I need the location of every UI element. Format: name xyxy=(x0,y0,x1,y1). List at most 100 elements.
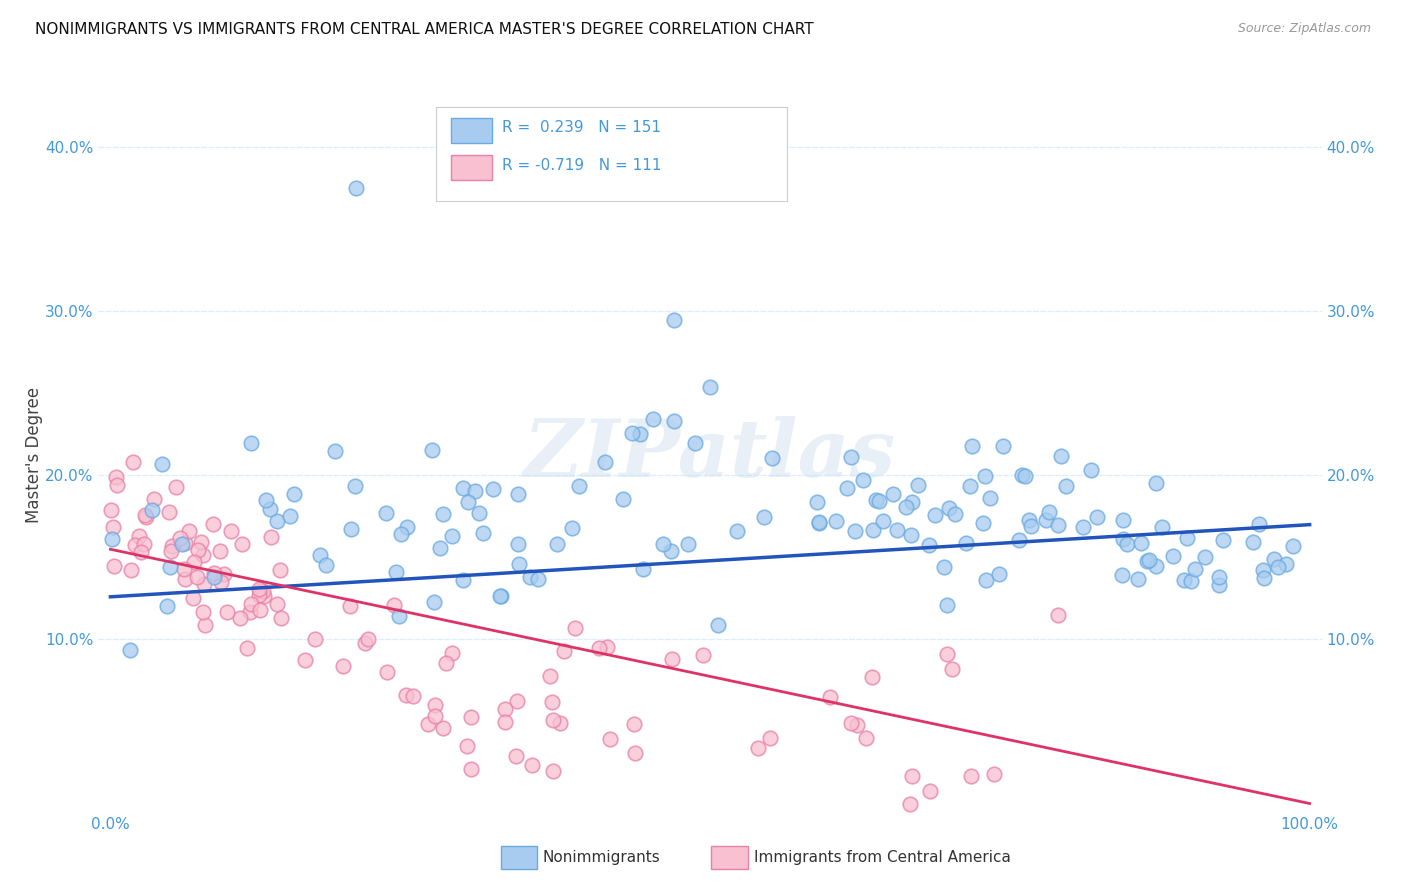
Point xyxy=(236,641,259,656)
Point xyxy=(179,524,201,538)
Point xyxy=(105,470,128,484)
Text: Source: ZipAtlas.com: Source: ZipAtlas.com xyxy=(1237,22,1371,36)
Point xyxy=(900,797,922,811)
Point xyxy=(920,784,942,798)
Point xyxy=(494,715,516,730)
Point xyxy=(252,583,274,598)
Point xyxy=(1112,513,1135,527)
Point xyxy=(209,575,232,590)
Point xyxy=(747,741,769,756)
Point xyxy=(432,507,454,521)
Point xyxy=(1011,467,1033,482)
Point xyxy=(752,509,775,524)
Point xyxy=(894,500,917,515)
Point xyxy=(219,524,242,539)
Point xyxy=(872,515,894,529)
Point xyxy=(375,665,398,680)
Point xyxy=(464,483,486,498)
Point xyxy=(692,648,714,662)
Point xyxy=(489,590,512,604)
Point xyxy=(124,538,146,552)
Point xyxy=(1136,554,1159,568)
Point xyxy=(425,698,447,712)
Point xyxy=(508,537,530,551)
Point xyxy=(323,443,346,458)
Point xyxy=(839,715,862,730)
Point xyxy=(270,611,292,625)
Point xyxy=(918,538,941,552)
Point xyxy=(181,591,204,605)
Point xyxy=(808,516,831,530)
Point xyxy=(208,544,231,558)
Point xyxy=(1184,561,1206,575)
Point xyxy=(1241,534,1264,549)
Y-axis label: Master's Degree: Master's Degree xyxy=(25,387,44,523)
Point xyxy=(1194,549,1216,564)
Point xyxy=(191,605,214,619)
Point xyxy=(395,688,418,702)
Point xyxy=(100,532,122,546)
Point xyxy=(169,531,191,545)
Point xyxy=(907,478,929,492)
Point xyxy=(818,690,841,704)
Point xyxy=(924,508,946,523)
Point xyxy=(612,491,634,506)
Point xyxy=(160,539,183,553)
Point xyxy=(972,516,994,531)
Point xyxy=(420,442,443,457)
Point xyxy=(1046,607,1069,622)
Point xyxy=(278,508,301,523)
Point xyxy=(1137,553,1160,567)
Point xyxy=(1253,571,1275,585)
Point xyxy=(1038,505,1060,519)
Point xyxy=(165,480,187,494)
Point xyxy=(943,508,966,522)
Point xyxy=(1177,532,1199,546)
Point xyxy=(374,506,396,520)
Point xyxy=(1208,578,1230,592)
Point xyxy=(664,414,686,428)
Point xyxy=(460,763,482,777)
Point xyxy=(429,541,451,555)
Point xyxy=(202,566,225,580)
Point xyxy=(1249,516,1271,531)
Point xyxy=(661,652,683,666)
Point xyxy=(201,517,224,532)
Point xyxy=(725,524,748,539)
Point xyxy=(505,748,527,763)
Point xyxy=(759,731,782,745)
Point xyxy=(1111,567,1133,582)
Point xyxy=(103,559,125,574)
Point xyxy=(193,576,215,591)
Point xyxy=(172,537,194,551)
Point xyxy=(540,695,562,709)
Point xyxy=(541,713,564,727)
Point xyxy=(122,455,145,469)
Point xyxy=(1112,532,1135,546)
Point xyxy=(1150,520,1173,534)
Point xyxy=(546,537,568,551)
Point xyxy=(1126,573,1149,587)
Point xyxy=(173,572,195,586)
Point xyxy=(1263,552,1285,566)
Point xyxy=(382,598,405,612)
Point xyxy=(118,643,141,657)
Point xyxy=(103,520,125,534)
Point xyxy=(806,494,828,508)
Point xyxy=(623,716,645,731)
Point xyxy=(194,617,217,632)
Point xyxy=(901,495,924,509)
Point xyxy=(960,769,983,783)
Point xyxy=(685,435,707,450)
Point xyxy=(1163,549,1185,563)
Point xyxy=(134,508,156,523)
Point xyxy=(983,767,1005,781)
Point xyxy=(432,721,454,735)
Point xyxy=(936,647,959,661)
Point xyxy=(900,528,922,542)
Point xyxy=(389,527,412,541)
Point xyxy=(190,535,212,549)
Point xyxy=(548,715,571,730)
Point xyxy=(505,694,527,708)
Text: ZIPatlas: ZIPatlas xyxy=(524,417,896,493)
